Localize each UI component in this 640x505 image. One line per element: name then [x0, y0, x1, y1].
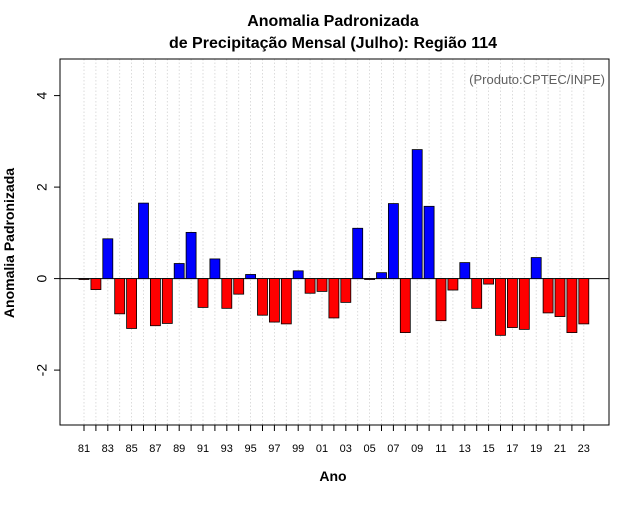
bar-1990: [185, 231, 197, 280]
bar-2010: [423, 205, 435, 280]
bar-2022: [566, 278, 578, 333]
bar-2002: [328, 278, 340, 319]
bar-2003: [340, 278, 352, 303]
x-tick-label: 21: [554, 443, 566, 455]
x-tick-label: 09: [411, 443, 423, 455]
y-tick-label: 2: [34, 183, 50, 191]
x-tick-label: 91: [197, 443, 209, 455]
bar-1992: [209, 258, 221, 279]
x-tick-label: 19: [530, 443, 542, 455]
bar-2013: [459, 262, 471, 279]
bar-2009: [411, 149, 423, 280]
x-tick-label: 13: [459, 443, 471, 455]
chart-title-line2: de Precipitação Mensal (Julho): Região 1…: [169, 35, 497, 52]
bars-layer: [78, 149, 590, 336]
bar-1983: [102, 238, 114, 280]
x-axis-label: Ano: [319, 468, 346, 484]
bar-1982: [90, 278, 102, 290]
bar-1985: [126, 278, 137, 329]
x-tick-label: 07: [387, 443, 399, 455]
bar-2017: [506, 278, 518, 328]
x-tick-label: 89: [173, 443, 185, 455]
bar-1993: [221, 278, 233, 309]
bar-2005: [364, 278, 376, 280]
source-annotation: (Produto:CPTEC/INPE): [469, 72, 605, 87]
bar-2000: [304, 278, 316, 294]
bar-2012: [447, 278, 459, 291]
x-tick-label: 15: [482, 443, 494, 455]
bar-1986: [138, 202, 149, 280]
x-tick-label: 17: [506, 443, 518, 455]
x-tick-label: 03: [340, 443, 352, 455]
bar-1995: [245, 274, 257, 280]
bar-1998: [280, 278, 292, 325]
bar-1994: [233, 278, 245, 295]
x-tick-label: 01: [316, 443, 328, 455]
bar-1988: [161, 278, 173, 324]
y-tick-label: 0: [34, 274, 50, 282]
bar-2023: [578, 278, 590, 325]
y-axis-label: Anomalia Padronizada: [1, 168, 17, 318]
bar-2019: [530, 257, 542, 279]
x-tick-label: 23: [578, 443, 590, 455]
x-tick-label: 87: [149, 443, 161, 455]
bar-2011: [435, 278, 447, 322]
bar-1996: [257, 278, 268, 316]
x-tick-label: 97: [268, 443, 280, 455]
bar-1984: [114, 278, 126, 315]
x-tick-label: 99: [292, 443, 304, 455]
bar-1999: [292, 270, 304, 280]
bar-1989: [173, 263, 185, 280]
plot-frame: [59, 58, 610, 426]
y-tick-label: 4: [34, 91, 50, 99]
x-tick-label: 11: [435, 443, 446, 455]
x-tick-label: 83: [102, 443, 114, 455]
y-tick-label: -2: [34, 364, 50, 377]
bar-1997: [268, 278, 280, 323]
bar-2006: [376, 272, 387, 279]
bar-2016: [495, 278, 506, 336]
grid-layer: [83, 59, 585, 425]
bar-1981: [78, 278, 90, 280]
bar-2004: [352, 227, 364, 279]
bar-1987: [149, 278, 161, 327]
chart-title-line1: Anomalia Padronizada: [247, 13, 419, 30]
x-tick-label: 95: [244, 443, 256, 455]
bar-2014: [471, 278, 483, 309]
bar-1991: [197, 278, 209, 308]
bar-2007: [387, 203, 399, 280]
x-tick-label: 05: [363, 443, 375, 455]
y-axis: -2 0 2 4: [34, 91, 60, 376]
x-axis: 81 83 85 87 89 91 93 95 97 99 01 03 05 07 09 11 13 15 17 19…: [78, 425, 590, 455]
x-tick-label: 81: [78, 443, 90, 455]
bar-2008: [399, 278, 411, 333]
x-tick-label: 93: [221, 443, 233, 455]
bar-2020: [542, 278, 554, 314]
bar-2018: [518, 278, 530, 330]
bar-2001: [316, 278, 328, 292]
bar-2015: [483, 278, 495, 285]
x-tick-label: 85: [125, 443, 137, 455]
bar-2021: [554, 278, 566, 317]
